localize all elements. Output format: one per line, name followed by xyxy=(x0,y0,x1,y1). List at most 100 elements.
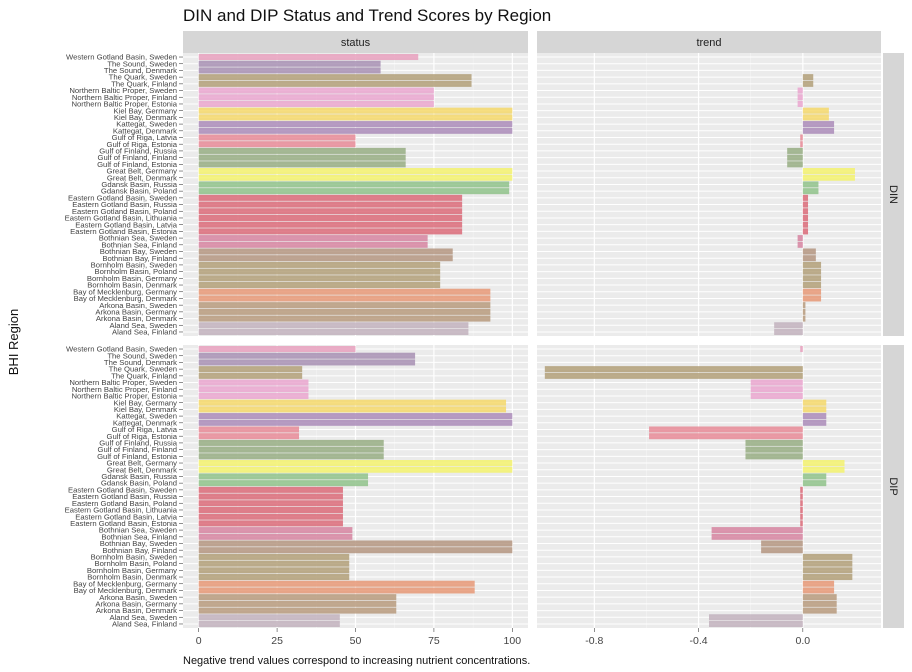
bar-dip-status xyxy=(198,426,300,433)
bar-din-status xyxy=(198,168,513,175)
bar-dip-trend xyxy=(745,446,803,453)
region-label: Kiel Bay, Denmark xyxy=(114,113,177,122)
region-label: Northern Baltic Proper, Sweden xyxy=(69,378,177,387)
bar-dip-trend xyxy=(802,580,835,587)
bar-din-trend xyxy=(802,255,816,262)
bar-din-status xyxy=(198,121,513,128)
bar-din-trend xyxy=(802,214,809,221)
region-label: Eastern Gotland Basin, Poland xyxy=(72,207,177,216)
bar-din-trend xyxy=(802,194,809,201)
bar-din-status xyxy=(198,107,513,114)
bar-din-status xyxy=(198,322,469,329)
region-label: Aland Sea, Finland xyxy=(112,620,177,629)
bar-dip-trend xyxy=(800,493,803,500)
facet-strip-DIP xyxy=(883,345,904,628)
bar-dip-status xyxy=(198,352,416,359)
bar-dip-trend xyxy=(802,607,837,614)
bar-dip-status xyxy=(198,486,343,493)
region-label: Arkona Basin, Sweden xyxy=(99,593,177,602)
bar-din-status xyxy=(198,114,513,121)
bar-dip-status xyxy=(198,520,343,527)
bar-din-status xyxy=(198,181,510,188)
bar-dip-status xyxy=(198,419,513,426)
bar-din-trend xyxy=(802,282,822,289)
bar-din-trend xyxy=(787,154,803,161)
region-label: Gdansk Basin, Poland xyxy=(101,187,177,196)
bar-din-status xyxy=(198,87,434,94)
region-label: Bothnian Sea, Finland xyxy=(101,240,177,249)
x-tick-label: 50 xyxy=(350,635,362,647)
bar-dip-trend xyxy=(802,399,827,406)
facet-strip-status xyxy=(183,31,528,53)
bar-dip-trend xyxy=(745,453,803,460)
bar-dip-status xyxy=(198,533,353,540)
bar-din-status xyxy=(198,235,428,242)
bar-dip-status xyxy=(198,480,369,487)
bar-din-trend xyxy=(802,221,809,228)
bar-dip-trend xyxy=(802,587,835,594)
bar-din-trend xyxy=(797,235,803,242)
bar-din-status xyxy=(198,147,406,154)
region-label: Eastern Gotland Basin, Sweden xyxy=(68,485,177,494)
bar-dip-trend xyxy=(750,379,803,386)
bar-din-trend xyxy=(802,201,809,208)
region-label: Eastern Gotland Basin, Latvia xyxy=(75,220,177,229)
bar-dip-trend xyxy=(802,574,853,581)
bar-din-trend xyxy=(802,127,835,134)
region-label: Bothnian Bay, Sweden xyxy=(100,247,177,256)
region-label: Bothnian Bay, Sweden xyxy=(100,539,177,548)
region-label: Gulf of Finland, Finland xyxy=(98,153,177,162)
bar-dip-status xyxy=(198,372,303,379)
region-label: Northern Baltic Proper, Finland xyxy=(72,93,177,102)
bar-dip-trend xyxy=(800,500,803,507)
region-label: Gulf of Riga, Latvia xyxy=(112,133,178,142)
bar-din-trend xyxy=(797,241,803,248)
facet-strip-DIN xyxy=(883,53,904,336)
bar-din-trend xyxy=(787,161,803,168)
bar-dip-trend xyxy=(802,594,837,601)
bar-dip-trend xyxy=(709,614,803,621)
region-label: Kattegat, Denmark xyxy=(113,126,177,135)
region-label: The Sound, Sweden xyxy=(107,351,177,360)
bar-din-status xyxy=(198,214,463,221)
bar-dip-status xyxy=(198,620,340,627)
region-label: Gulf of Finland, Estonia xyxy=(97,452,178,461)
bar-din-status xyxy=(198,288,491,295)
bar-din-status xyxy=(198,67,381,74)
bar-dip-status xyxy=(198,493,343,500)
bar-dip-trend xyxy=(802,413,827,420)
facet-strip-label: DIP xyxy=(887,477,899,495)
bar-din-status xyxy=(198,161,406,168)
region-label: Kattegat, Denmark xyxy=(113,418,177,427)
bar-dip-trend xyxy=(761,540,803,547)
bar-dip-trend xyxy=(800,486,803,493)
region-label: Gulf of Riga, Latvia xyxy=(112,425,178,434)
region-label: Bornholm Basin, Sweden xyxy=(91,261,177,270)
bar-din-status xyxy=(198,194,463,201)
region-label: Bothnian Bay, Finland xyxy=(102,546,177,555)
bar-dip-trend xyxy=(709,620,803,627)
bar-din-status xyxy=(198,302,491,309)
bar-dip-trend xyxy=(802,406,827,413)
region-label: Arkona Basin, Denmark xyxy=(96,606,177,615)
bar-din-status xyxy=(198,248,453,255)
region-label: Western Gotland Basin, Sweden xyxy=(66,53,177,62)
bar-din-status xyxy=(198,174,513,181)
bar-din-status xyxy=(198,80,472,87)
region-label: Northern Baltic Proper, Sweden xyxy=(69,86,177,95)
region-label: Bornholm Basin, Poland xyxy=(95,559,177,568)
region-label: Bornholm Basin, Germany xyxy=(87,274,177,283)
bar-din-status xyxy=(198,54,419,61)
bar-din-trend xyxy=(802,268,822,275)
bar-din-status xyxy=(198,282,441,289)
region-label: Aland Sea, Sweden xyxy=(109,613,177,622)
x-tick-label: 25 xyxy=(271,635,283,647)
bar-dip-trend xyxy=(800,506,803,513)
region-label: Kiel Bay, Germany xyxy=(113,398,177,407)
bar-dip-trend xyxy=(745,439,803,446)
x-tick-label: 100 xyxy=(504,635,522,647)
facet-strip-label: trend xyxy=(696,37,721,49)
x-tick-label: -0.4 xyxy=(690,635,708,647)
bar-dip-trend xyxy=(711,533,803,540)
facet-strip-label: status xyxy=(341,37,371,49)
